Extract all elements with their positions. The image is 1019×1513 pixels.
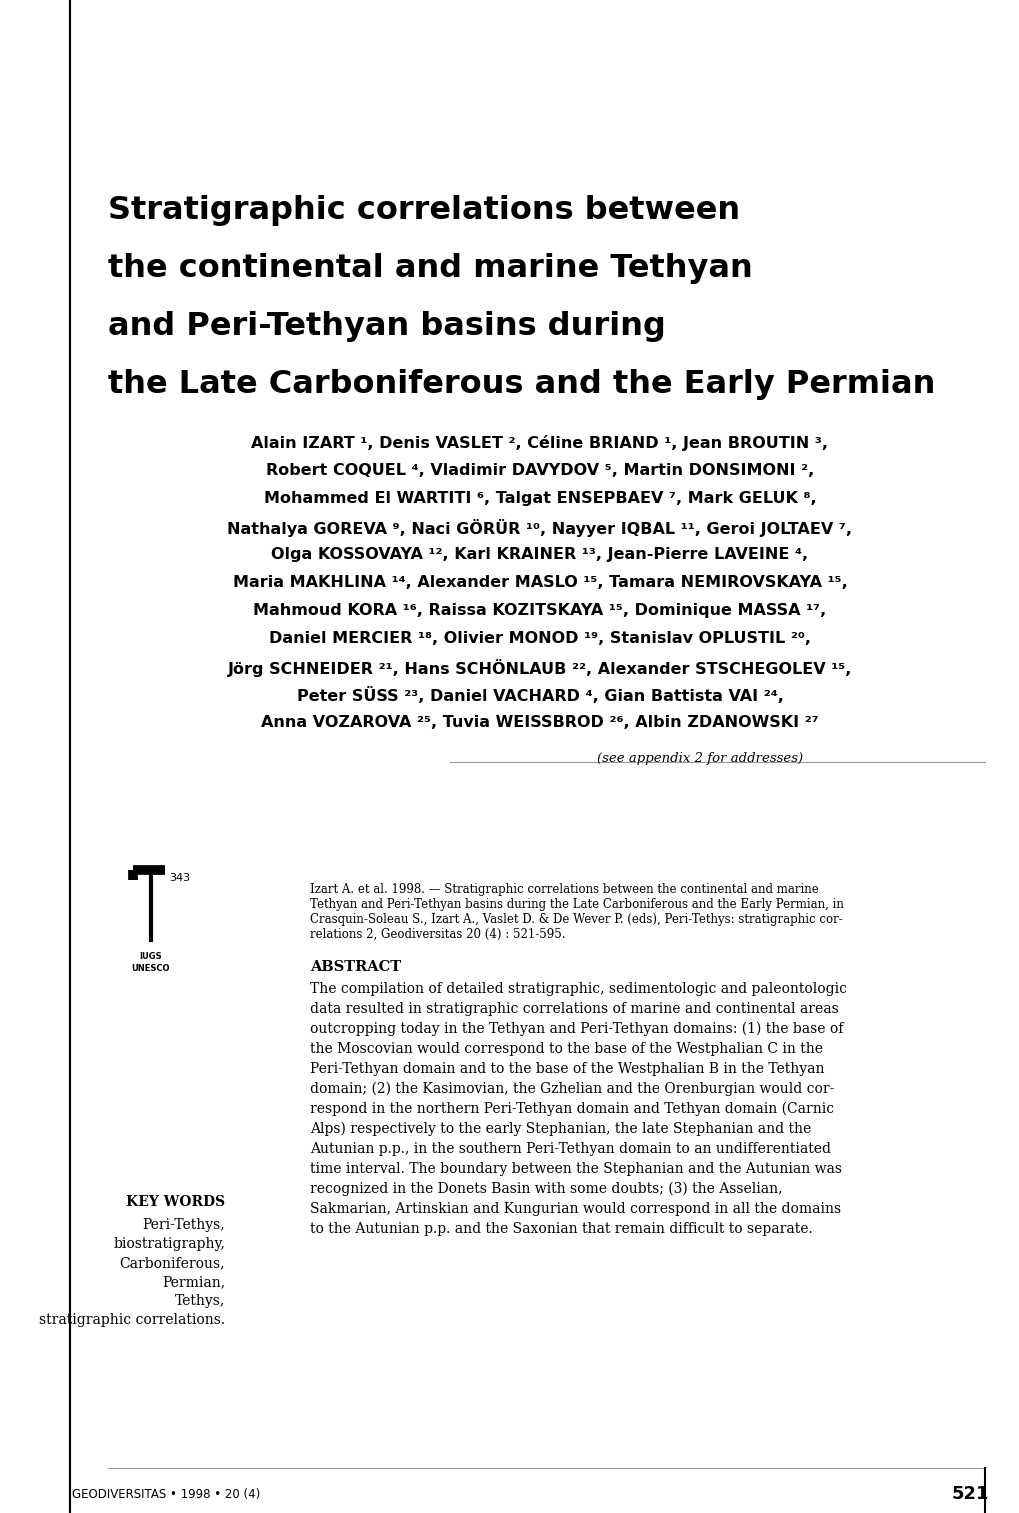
Text: to the Autunian p.p. and the Saxonian that remain difficult to separate.: to the Autunian p.p. and the Saxonian th… [310,1223,812,1236]
Text: GEODIVERSITAS • 1998 • 20 (4): GEODIVERSITAS • 1998 • 20 (4) [72,1487,260,1501]
Text: Crasquin-Soleau S., Izart A., Vaslet D. & De Wever P. (eds), Peri-Tethys: strati: Crasquin-Soleau S., Izart A., Vaslet D. … [310,912,842,926]
Text: Anna VOZAROVA ²⁵, Tuvia WEISSBROD ²⁶, Albin ZDANOWSKI ²⁷: Anna VOZAROVA ²⁵, Tuvia WEISSBROD ²⁶, Al… [261,716,818,729]
Text: ABSTRACT: ABSTRACT [310,961,400,974]
Text: relations 2, Geodiversitas 20 (4) : 521-595.: relations 2, Geodiversitas 20 (4) : 521-… [310,927,565,941]
Text: (see appendix 2 for addresses): (see appendix 2 for addresses) [596,752,802,766]
Text: data resulted in stratigraphic correlations of marine and continental areas: data resulted in stratigraphic correlati… [310,1002,838,1017]
Text: Permian,: Permian, [162,1275,225,1289]
Text: Stratigraphic correlations between: Stratigraphic correlations between [108,195,740,225]
Text: and Peri-Tethyan basins during: and Peri-Tethyan basins during [108,312,665,342]
Text: KEY WORDS: KEY WORDS [125,1195,225,1209]
Text: domain; (2) the Kasimovian, the Gzhelian and the Orenburgian would cor-: domain; (2) the Kasimovian, the Gzhelian… [310,1082,834,1097]
Text: 521: 521 [951,1484,988,1502]
Text: Peri-Tethys,: Peri-Tethys, [143,1218,225,1232]
Text: the Late Carboniferous and the Early Permian: the Late Carboniferous and the Early Per… [108,369,934,399]
Text: The compilation of detailed stratigraphic, sedimentologic and paleontologic: The compilation of detailed stratigraphi… [310,982,846,996]
Text: IUGS: IUGS [140,952,162,961]
Text: Alps) respectively to the early Stephanian, the late Stephanian and the: Alps) respectively to the early Stephani… [310,1123,810,1136]
Text: Robert COQUEL ⁴, Vladimir DAVYDOV ⁵, Martin DONSIMONI ²,: Robert COQUEL ⁴, Vladimir DAVYDOV ⁵, Mar… [266,463,813,478]
Text: Mohammed El WARTITI ⁶, Talgat ENSEPBAEV ⁷, Mark GELUK ⁸,: Mohammed El WARTITI ⁶, Talgat ENSEPBAEV … [264,492,815,505]
Text: the continental and marine Tethyan: the continental and marine Tethyan [108,253,752,284]
Text: Izart A. et al. 1998. — Stratigraphic correlations between the continental and m: Izart A. et al. 1998. — Stratigraphic co… [310,884,818,896]
Text: 343: 343 [169,873,190,884]
Text: recognized in the Donets Basin with some doubts; (3) the Asselian,: recognized in the Donets Basin with some… [310,1182,782,1197]
Text: Nathalya GOREVA ⁹, Naci GÖRÜR ¹⁰, Nayyer IQBAL ¹¹, Geroi JOLTAEV ⁷,: Nathalya GOREVA ⁹, Naci GÖRÜR ¹⁰, Nayyer… [227,519,852,537]
Text: the Moscovian would correspond to the base of the Westphalian C in the: the Moscovian would correspond to the ba… [310,1042,822,1056]
Text: Jörg SCHNEIDER ²¹, Hans SCHÖNLAUB ²², Alexander STSCHEGOLEV ¹⁵,: Jörg SCHNEIDER ²¹, Hans SCHÖNLAUB ²², Al… [227,660,851,676]
Text: Tethys,: Tethys, [174,1294,225,1309]
Text: Olga KOSSOVAYA ¹², Karl KRAINER ¹³, Jean-Pierre LAVEINE ⁴,: Olga KOSSOVAYA ¹², Karl KRAINER ¹³, Jean… [271,548,808,561]
Text: Carboniferous,: Carboniferous, [119,1256,225,1269]
Text: Sakmarian, Artinskian and Kungurian would correspond in all the domains: Sakmarian, Artinskian and Kungurian woul… [310,1201,841,1216]
Text: UNESCO: UNESCO [131,964,170,973]
Text: Daniel MERCIER ¹⁸, Olivier MONOD ¹⁹, Stanislav OPLUSTIL ²⁰,: Daniel MERCIER ¹⁸, Olivier MONOD ¹⁹, Sta… [269,631,810,646]
Text: stratigraphic correlations.: stratigraphic correlations. [39,1313,225,1327]
Text: Peter SÜSS ²³, Daniel VACHARD ⁴, Gian Battista VAI ²⁴,: Peter SÜSS ²³, Daniel VACHARD ⁴, Gian Ba… [297,687,783,704]
Text: Peri-Tethyan domain and to the base of the Westphalian B in the Tethyan: Peri-Tethyan domain and to the base of t… [310,1062,823,1076]
Text: respond in the northern Peri-Tethyan domain and Tethyan domain (Carnic: respond in the northern Peri-Tethyan dom… [310,1101,834,1117]
Text: Mahmoud KORA ¹⁶, Raissa KOZITSKAYA ¹⁵, Dominique MASSA ¹⁷,: Mahmoud KORA ¹⁶, Raissa KOZITSKAYA ¹⁵, D… [253,604,825,617]
Text: biostratigraphy,: biostratigraphy, [113,1238,225,1251]
Text: time interval. The boundary between the Stephanian and the Autunian was: time interval. The boundary between the … [310,1162,841,1176]
Text: Tethyan and Peri-Tethyan basins during the Late Carboniferous and the Early Perm: Tethyan and Peri-Tethyan basins during t… [310,899,843,911]
Text: Maria MAKHLINA ¹⁴, Alexander MASLO ¹⁵, Tamara NEMIROVSKAYA ¹⁵,: Maria MAKHLINA ¹⁴, Alexander MASLO ¹⁵, T… [232,575,847,590]
Text: Alain IZART ¹, Denis VASLET ², Céline BRIAND ¹, Jean BROUTIN ³,: Alain IZART ¹, Denis VASLET ², Céline BR… [252,436,827,451]
Text: outcropping today in the Tethyan and Peri-Tethyan domains: (1) the base of: outcropping today in the Tethyan and Per… [310,1021,843,1036]
Text: Autunian p.p., in the southern Peri-Tethyan domain to an undifferentiated: Autunian p.p., in the southern Peri-Teth… [310,1142,830,1156]
